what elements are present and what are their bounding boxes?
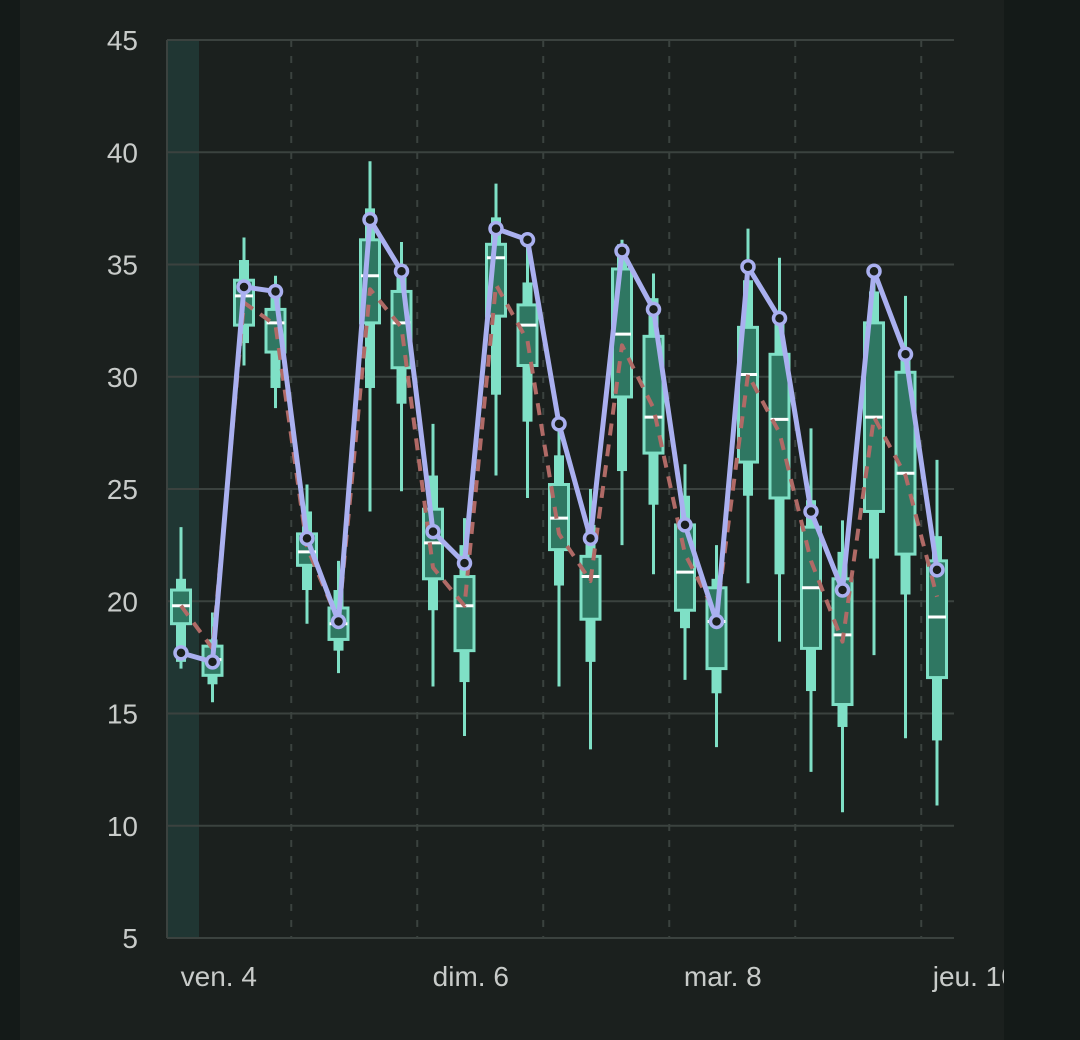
y-tick-label: 5 xyxy=(122,923,138,954)
series-point xyxy=(362,211,378,228)
series-point xyxy=(299,530,315,547)
y-tick-label: 40 xyxy=(107,137,138,168)
series-point xyxy=(582,530,599,547)
box xyxy=(548,428,570,687)
x-tick-label: dim. 6 xyxy=(433,961,509,992)
x-axis-labels: ven. 4 dim. 6 mar. 8 jeu. 10 xyxy=(181,961,1004,992)
y-tick-label: 45 xyxy=(107,25,138,56)
y-axis-labels: 5 10 15 20 25 30 35 40 45 xyxy=(107,25,138,954)
series-point xyxy=(551,416,567,432)
box xyxy=(453,518,476,736)
series-point xyxy=(803,503,819,520)
box xyxy=(800,428,822,772)
line-series xyxy=(173,211,945,670)
series-point xyxy=(393,263,410,279)
x-tick-label: mar. 8 xyxy=(684,961,762,992)
box-body xyxy=(768,352,791,500)
series-point xyxy=(173,645,189,661)
box-body xyxy=(579,554,602,621)
series-point xyxy=(929,562,945,578)
series-point xyxy=(834,582,851,598)
x-tick-label: jeu. 10 xyxy=(932,961,1004,992)
series-point xyxy=(645,301,662,318)
series-point xyxy=(425,523,441,540)
y-tick-label: 20 xyxy=(107,586,138,617)
series-point xyxy=(519,232,536,248)
series-point xyxy=(614,243,630,259)
y-tick-label: 30 xyxy=(107,362,138,393)
series-point xyxy=(488,220,504,237)
series-point xyxy=(866,263,882,279)
chart-panel: 5 10 15 20 25 30 35 40 45 ven. 4 dim. 6 mar. 8 jeu.… xyxy=(20,0,1004,1040)
box-body xyxy=(453,575,476,653)
box xyxy=(831,520,854,813)
series-point xyxy=(456,555,473,571)
box xyxy=(705,545,728,748)
y-tick-label: 15 xyxy=(107,699,138,730)
box-body xyxy=(894,370,917,556)
series-point xyxy=(330,613,347,630)
box-plot-chart: 5 10 15 20 25 30 35 40 45 ven. 4 dim. 6 mar. 8 jeu.… xyxy=(107,25,1004,992)
series-point xyxy=(740,258,756,275)
series-point xyxy=(708,613,725,630)
series-point xyxy=(236,279,252,295)
series-point xyxy=(771,310,788,327)
y-tick-label: 35 xyxy=(107,250,138,281)
box-body xyxy=(516,303,539,368)
box-series xyxy=(170,161,948,813)
dashed-series-line xyxy=(179,282,939,651)
x-tick-label: ven. 4 xyxy=(181,961,257,992)
series-point xyxy=(267,283,284,300)
y-tick-label: 10 xyxy=(107,811,138,842)
series-point xyxy=(677,517,693,533)
series-point xyxy=(204,654,221,670)
y-tick-label: 25 xyxy=(107,474,138,505)
series-point xyxy=(897,346,914,363)
grid xyxy=(166,39,954,939)
